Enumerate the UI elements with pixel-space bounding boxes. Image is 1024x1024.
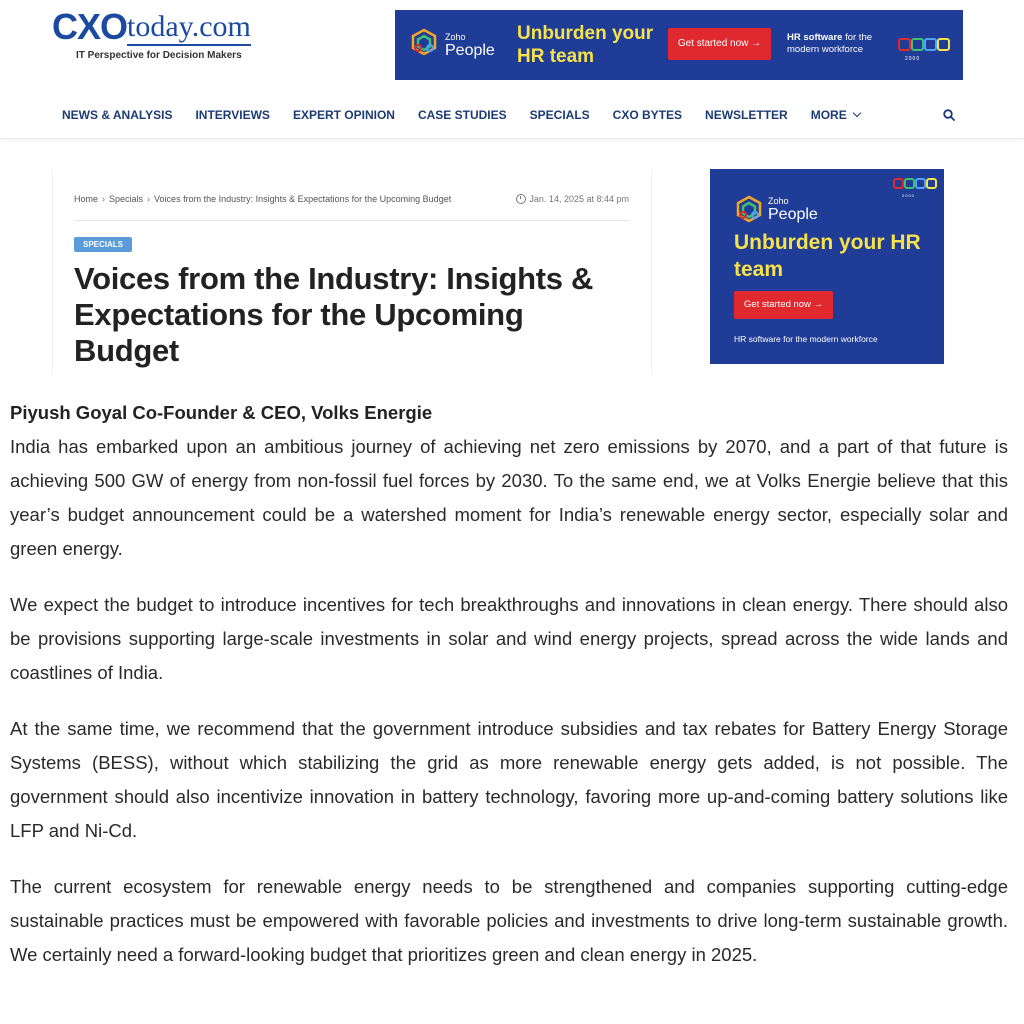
divider bbox=[74, 220, 630, 221]
nav-item-cxo-bytes[interactable]: CXO BYTES bbox=[612, 108, 683, 122]
ad-brand-name: People bbox=[768, 206, 818, 223]
nav-item-interviews[interactable]: INTERVIEWS bbox=[195, 108, 270, 122]
breadcrumb-separator-icon: › bbox=[147, 194, 151, 204]
article-header: Home › Specials › Voices from the Industry: … bbox=[52, 170, 652, 374]
chevron-down-icon bbox=[852, 108, 861, 118]
nav-item-newsletter[interactable]: NEWSLETTER bbox=[705, 108, 788, 122]
nav-item-more[interactable]: MORE bbox=[810, 108, 861, 122]
ad-side-text: HR software for the modern workforce bbox=[787, 32, 897, 56]
breadcrumb-separator-icon: › bbox=[102, 194, 106, 204]
article-paragraph: The current ecosystem for renewable ener… bbox=[10, 876, 1008, 965]
ad-side-bold: HR software bbox=[787, 32, 843, 43]
article-body: Piyush Goyal Co-Founder & CEO, Volks Ene… bbox=[10, 396, 1008, 994]
rings-caption: 2000 bbox=[905, 56, 921, 62]
get-started-button[interactable]: Get started now → bbox=[668, 28, 771, 60]
breadcrumb: Home › Specials › Voices from the Industry: … bbox=[74, 194, 451, 204]
clock-icon bbox=[516, 194, 527, 204]
breadcrumb-home[interactable]: Home bbox=[74, 194, 99, 204]
author-line: Piyush Goyal Co-Founder & CEO, Volks Ene… bbox=[10, 402, 433, 423]
ad-brand-small: Zoho bbox=[445, 32, 466, 42]
ad-brand-small: Zoho bbox=[768, 196, 789, 206]
breadcrumb-current: Voices from the Industry: Insights & Exp… bbox=[154, 194, 452, 204]
site-tagline: IT Perspective for Decision Makers bbox=[76, 50, 242, 61]
logo-wordmark: CXO today.com bbox=[52, 8, 252, 46]
logo-cxo: CXO bbox=[52, 6, 128, 47]
zoho-people-logo-icon bbox=[411, 28, 437, 56]
sidebar-ad[interactable]: 2000 Zoho People Unburden your HR team G… bbox=[710, 169, 944, 364]
nav-item-expert-opinion[interactable]: EXPERT OPINION bbox=[292, 108, 395, 122]
ad-side-rest: for the modern workforce bbox=[787, 32, 873, 55]
nav-item-specials[interactable]: SPECIALS bbox=[529, 108, 590, 122]
article-title: Voices from the Industry: Insights & Exp… bbox=[74, 261, 594, 368]
nav-item-news-analysis[interactable]: NEWS & ANALYSIS bbox=[62, 108, 173, 122]
search-icon[interactable] bbox=[943, 109, 955, 121]
nav-items: NEWS & ANALYSIS INTERVIEWS EXPERT OPINIO… bbox=[62, 92, 883, 138]
zoho-rings-icon bbox=[898, 38, 950, 51]
category-badge[interactable]: SPECIALS bbox=[74, 237, 133, 252]
article-date-text: Jan. 14, 2025 at 8:44 pm bbox=[529, 194, 629, 204]
zoho-people-logo-icon bbox=[736, 195, 762, 223]
site-logo[interactable]: CXO today.com IT Perspective for Decisio… bbox=[52, 8, 252, 64]
article-paragraph: India has embarked upon an ambitious jou… bbox=[10, 436, 1008, 559]
breadcrumb-specials[interactable]: Specials bbox=[109, 194, 144, 204]
article-paragraph: At the same time, we recommend that the … bbox=[10, 718, 1008, 841]
ad-footer: HR software for the modern workforce bbox=[734, 334, 878, 344]
nav-item-case-studies[interactable]: CASE STUDIES bbox=[417, 108, 507, 122]
ad-headline: Unburden your HR team bbox=[517, 23, 654, 67]
zoho-rings-icon bbox=[893, 178, 937, 189]
get-started-button[interactable]: Get started now → bbox=[734, 291, 833, 319]
logo-today: today.com bbox=[127, 10, 251, 46]
top-banner-ad[interactable]: Zoho People Unburden your HR team Get st… bbox=[395, 10, 963, 80]
main-nav: NEWS & ANALYSIS INTERVIEWS EXPERT OPINIO… bbox=[0, 92, 1024, 139]
article-date: Jan. 14, 2025 at 8:44 pm bbox=[516, 194, 629, 204]
nav-more-label: MORE bbox=[810, 108, 847, 122]
ad-brand-name: People bbox=[445, 42, 495, 59]
rings-caption: 2000 bbox=[902, 193, 915, 198]
article-paragraph: We expect the budget to introduce incent… bbox=[10, 594, 1008, 683]
ad-headline: Unburden your HR team bbox=[734, 231, 921, 281]
